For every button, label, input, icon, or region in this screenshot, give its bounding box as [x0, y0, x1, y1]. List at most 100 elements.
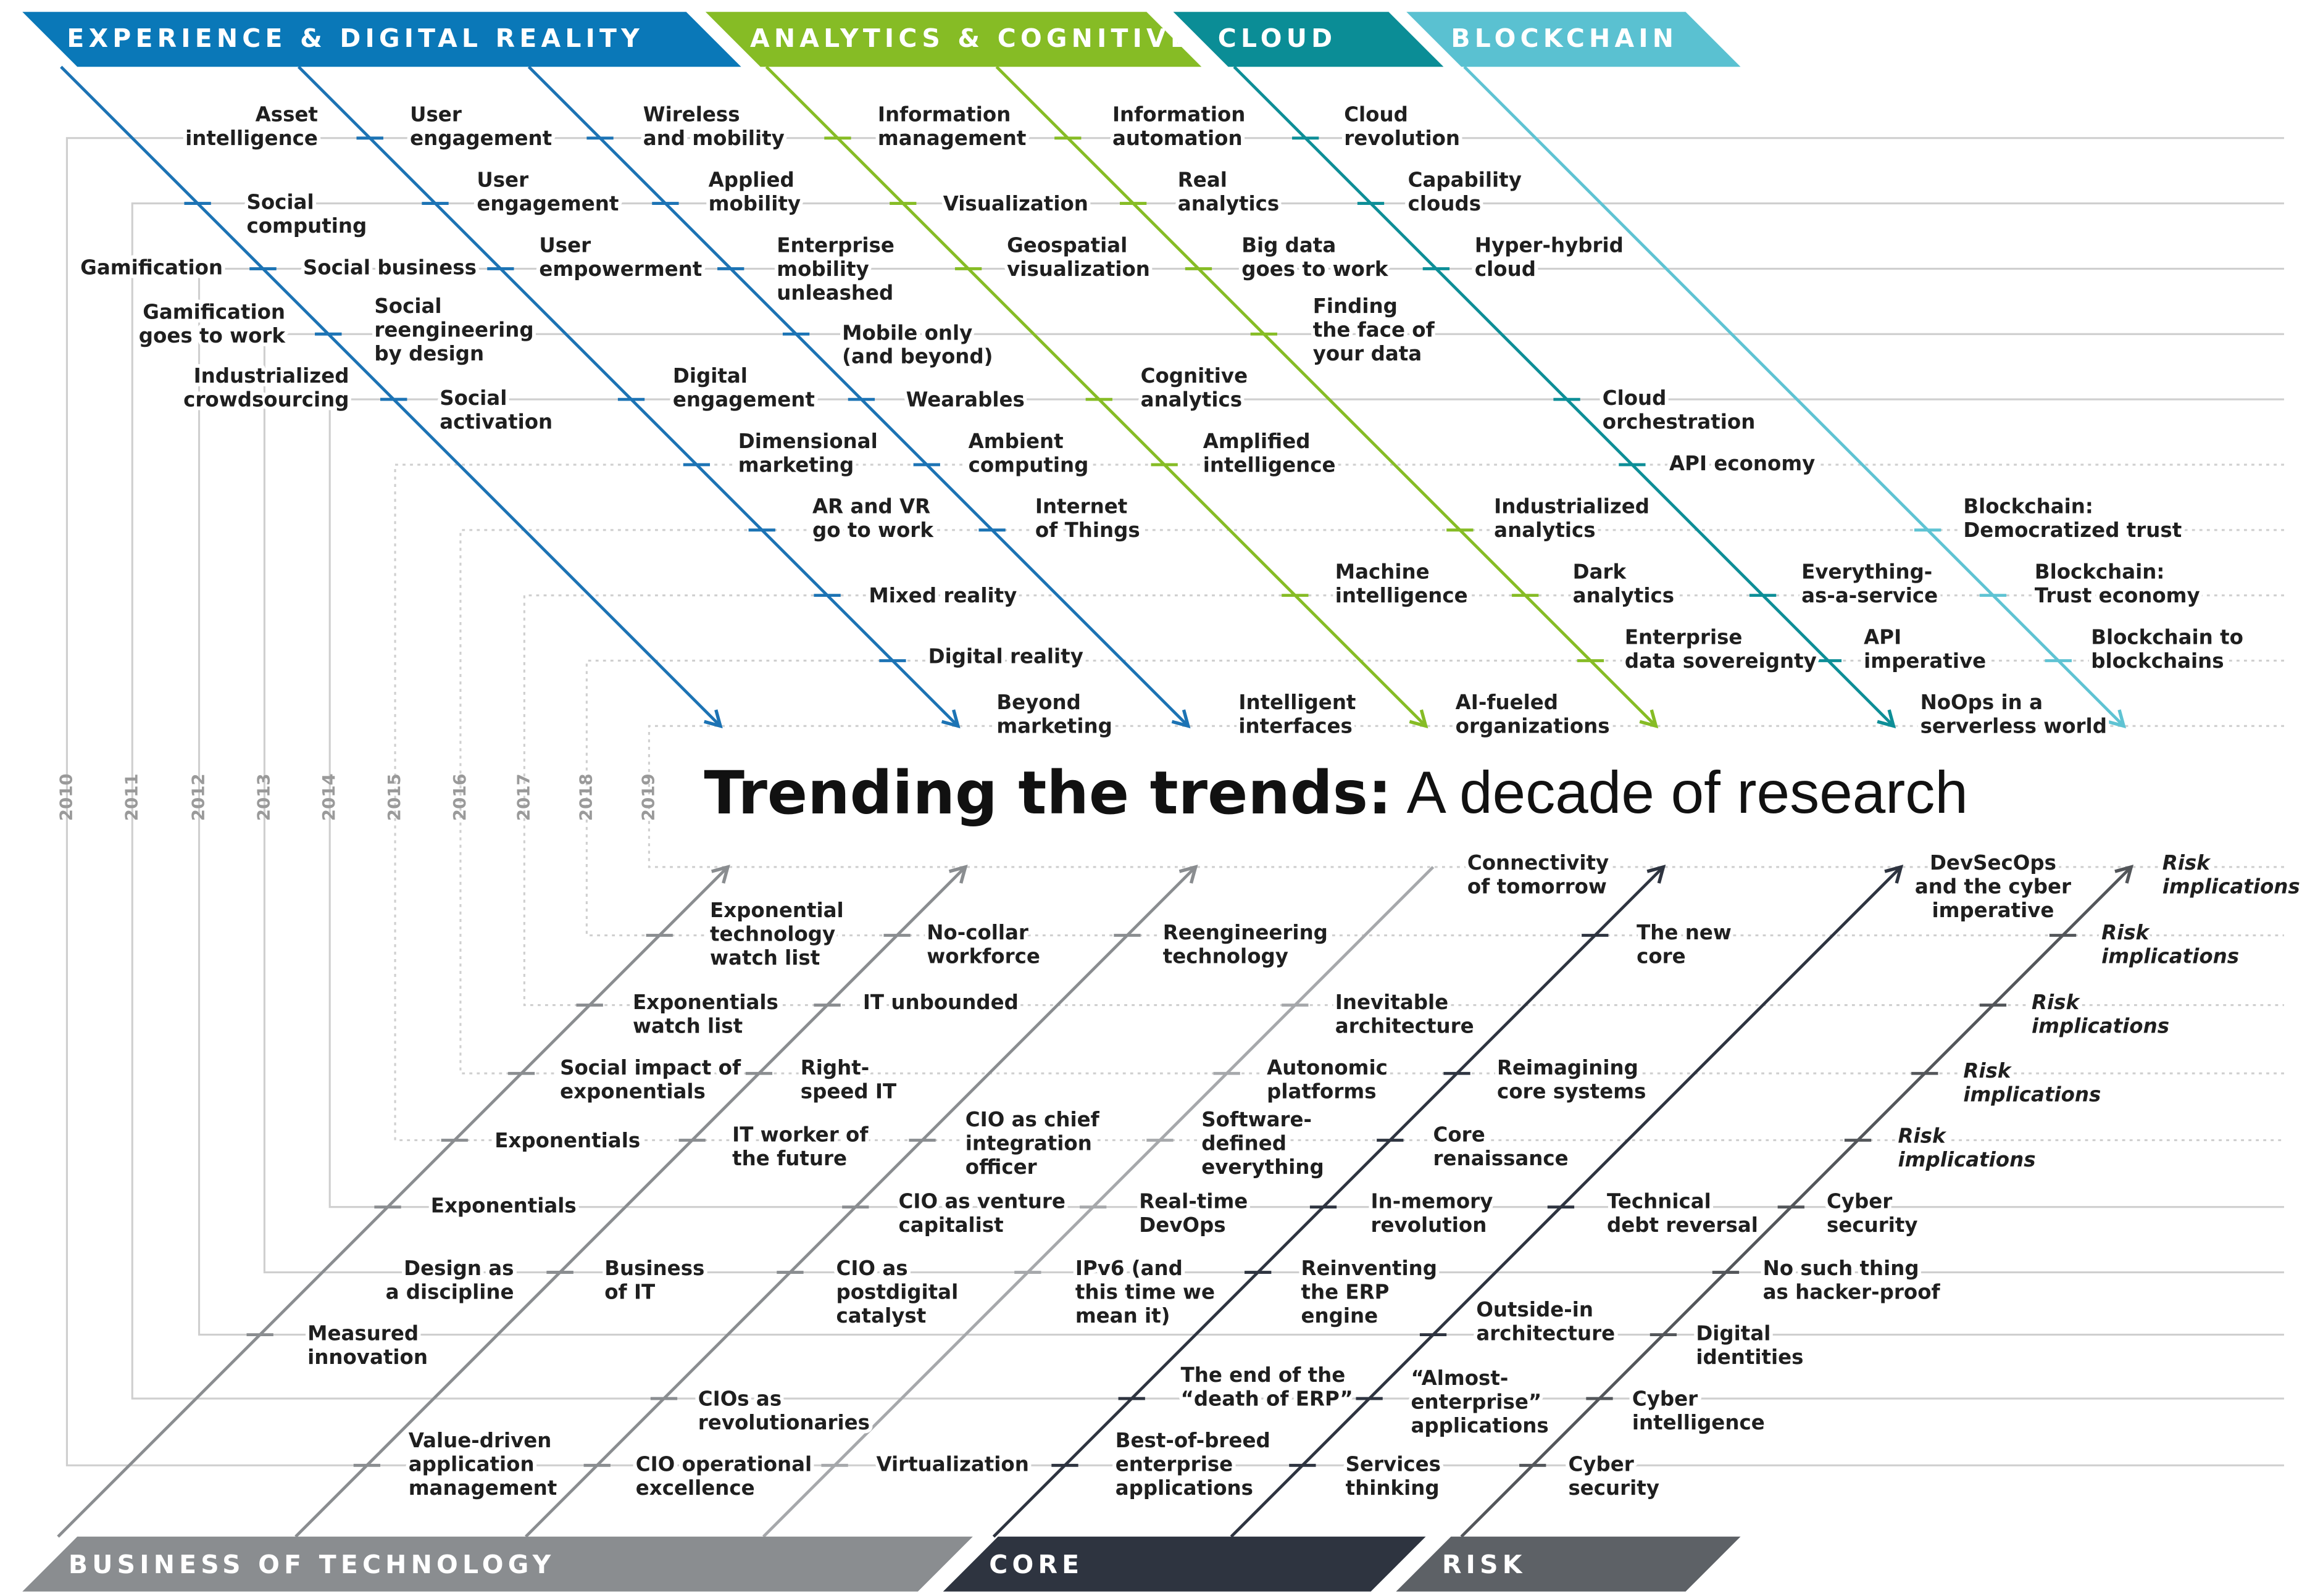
label-line: applications	[1411, 1414, 1548, 1437]
label-line: goes to work	[1241, 257, 1389, 281]
trend-label: Risk implications	[2162, 851, 2300, 898]
label-line: Information	[878, 103, 1011, 127]
trend-label: Reinventing the ERP engine	[1301, 1257, 1437, 1328]
title-emphasis: Trending the trends:	[704, 759, 1391, 828]
trend-label: Real-time DevOps	[1139, 1190, 1248, 1237]
trend-label: IT unbounded	[863, 991, 1019, 1014]
label-line: revolution	[1371, 1213, 1487, 1237]
trend-label: Amplified intelligence	[1203, 430, 1336, 476]
label-line: Ambient	[969, 430, 1064, 453]
trend-label: Connectivity of tomorrow	[1467, 851, 1609, 898]
year-label: 2014	[319, 773, 339, 821]
label-line: blockchains	[2091, 649, 2224, 673]
label-line: “Almost-	[1411, 1366, 1508, 1390]
label-line: mobility	[709, 192, 801, 215]
label-line: Industrialized	[1494, 495, 1649, 518]
trend-label: Social impact of exponentials	[560, 1056, 741, 1103]
label-line: implications	[2101, 945, 2239, 968]
trend-label: DevSecOps and the cyber imperative	[1915, 851, 2071, 922]
label-line: Visualization	[943, 192, 1088, 215]
label-line: Social impact of	[560, 1056, 741, 1079]
label-line: Outside-in	[1476, 1298, 1593, 1321]
trend-label: Industrialized crowdsourcing	[183, 364, 349, 411]
trend-label: User engagement	[477, 168, 619, 215]
label-line: Reengineering	[1163, 921, 1328, 944]
category-label: BLOCKCHAIN	[1451, 23, 1678, 53]
trend-label: Blockchain: Trust economy	[2035, 560, 2200, 607]
label-line: workforce	[927, 945, 1040, 968]
label-line: analytics	[1178, 192, 1279, 215]
trend-line	[1460, 865, 2134, 1538]
label-line: “death of ERP”	[1181, 1387, 1353, 1410]
label-line: intelligence	[1203, 453, 1336, 476]
trend-label: Exponentials	[494, 1129, 640, 1152]
trend-label: Mixed reality	[869, 584, 1017, 607]
label-line: analytics	[1141, 388, 1242, 412]
trend-label: The new core	[1637, 921, 1732, 968]
label-line: the future	[732, 1147, 847, 1170]
trend-line	[297, 65, 961, 729]
label-line: application	[409, 1452, 535, 1476]
label-line: intelligence	[1632, 1411, 1765, 1434]
label-line: enterprise	[1116, 1452, 1233, 1476]
trend-label: Wireless and mobility	[643, 103, 785, 150]
label-line: excellence	[636, 1476, 755, 1500]
trend-label: CIO as postdigital catalyst	[836, 1257, 959, 1328]
label-line: your data	[1313, 342, 1422, 365]
category-label: CORE	[989, 1550, 1083, 1579]
trend-label: Social activation	[440, 386, 553, 433]
trend-label: Gamification goes to work	[139, 301, 286, 347]
label-line: mean it)	[1075, 1304, 1170, 1328]
label-line: the face of	[1313, 318, 1435, 341]
label-line: Risk	[2162, 851, 2211, 875]
label-line: Hyper-hybrid	[1475, 233, 1624, 257]
label-line: Digital	[673, 364, 748, 388]
label-line: AI-fueled	[1456, 691, 1558, 714]
category-banner	[943, 1536, 1426, 1592]
trend-line	[57, 865, 730, 1538]
trend-label: Cognitive analytics	[1141, 364, 1248, 411]
label-line: implications	[1898, 1148, 2036, 1171]
label-line: the ERP	[1301, 1280, 1389, 1303]
trend-label: CIO as venture capitalist	[899, 1190, 1066, 1237]
year-line	[65, 137, 2284, 1466]
label-line: capitalist	[899, 1213, 1004, 1237]
trend-label: Real analytics	[1178, 168, 1279, 215]
trend-label: Blockchain to blockchains	[2091, 625, 2243, 672]
label-line: marketing	[738, 453, 854, 476]
label-line: core systems	[1497, 1080, 1646, 1103]
trend-label: Asset intelligence	[185, 103, 318, 150]
label-line: Risk	[2101, 921, 2150, 944]
label-line: Democratized trust	[1963, 518, 2182, 542]
label-line: watch list	[633, 1015, 743, 1038]
label-line: Blockchain:	[1963, 495, 2093, 518]
label-line: organizations	[1456, 715, 1610, 738]
category-banner	[1173, 12, 1444, 67]
title: Trending the trends: A decade of research	[704, 759, 1967, 828]
label-line: Value-driven	[409, 1429, 552, 1452]
year-label: 2012	[188, 773, 209, 821]
label-line: applications	[1116, 1476, 1253, 1500]
label-line: Mobile only	[842, 321, 972, 344]
trend-label: Cloud orchestration	[1603, 386, 1756, 433]
trend-label: NoOps in a serverless world	[1920, 691, 2107, 738]
label-line: security	[1568, 1476, 1659, 1500]
trend-label: Wearables	[906, 388, 1025, 412]
label-line: unleashed	[777, 281, 893, 304]
label-line: enterprise”	[1411, 1390, 1541, 1413]
trend-label: User engagement	[410, 103, 552, 150]
trend-label: Mobile only (and beyond)	[842, 321, 993, 368]
label-line: Right-	[801, 1056, 869, 1079]
label-line: management	[409, 1476, 557, 1500]
trend-label: AI-fueled organizations	[1456, 691, 1610, 738]
label-line: go to work	[812, 518, 934, 542]
label-line: of tomorrow	[1467, 875, 1607, 899]
label-line: this time we	[1075, 1280, 1215, 1303]
label-line: cloud	[1475, 257, 1536, 281]
label-line: Machine	[1335, 560, 1430, 584]
label-line: Blockchain:	[2035, 560, 2165, 584]
label-line: CIO as chief	[965, 1108, 1100, 1131]
trend-label: Applied mobility	[709, 168, 801, 215]
label-line: innovation	[307, 1345, 428, 1369]
trend-label: Best-of-breed enterprise applications	[1116, 1429, 1270, 1500]
